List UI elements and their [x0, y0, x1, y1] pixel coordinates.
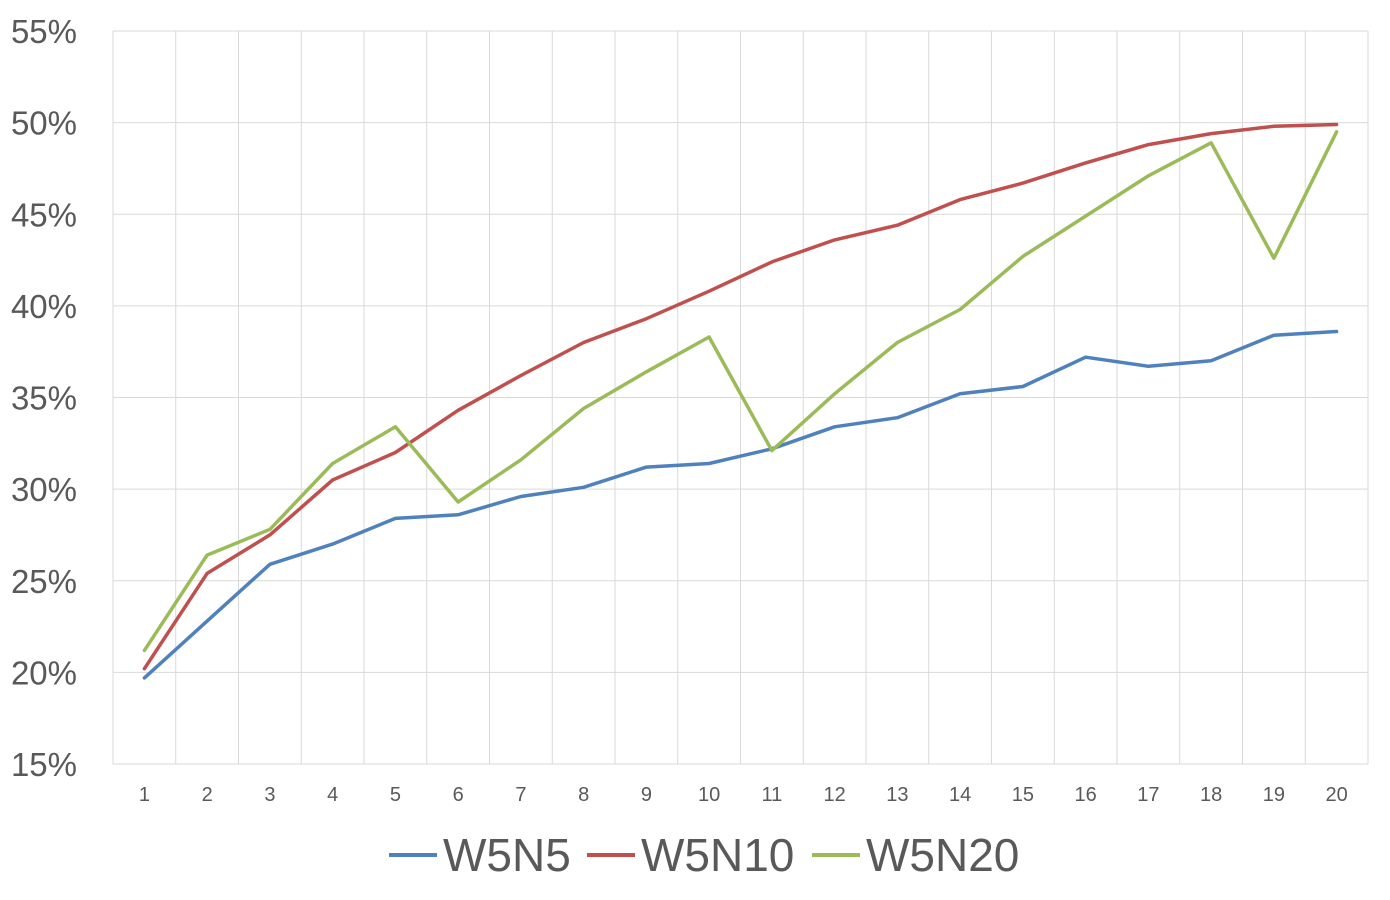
- x-tick-label: 9: [641, 784, 652, 806]
- series-line-w5n5: [142, 329, 1339, 680]
- legend-item-w5n5: W5N5: [389, 829, 571, 881]
- y-tick-label: 55%: [11, 13, 77, 50]
- x-tick-label: 7: [515, 784, 526, 806]
- x-tick-label: 1: [139, 784, 150, 806]
- x-tick-label: 11: [761, 784, 782, 806]
- series-line-w5n10: [142, 122, 1339, 671]
- legend-label: W5N20: [866, 829, 1019, 881]
- x-tick-label: 17: [1137, 784, 1159, 806]
- x-tick-label: 13: [886, 784, 908, 806]
- y-tick-label: 15%: [11, 746, 77, 783]
- x-tick-label: 19: [1263, 784, 1285, 806]
- x-tick-label: 10: [698, 784, 720, 806]
- x-tick-label: 15: [1012, 784, 1034, 806]
- series-lines: [142, 122, 1339, 680]
- y-tick-label: 30%: [11, 471, 77, 508]
- y-tick-label: 50%: [11, 105, 77, 142]
- x-tick-label: 20: [1326, 784, 1348, 806]
- y-tick-label: 45%: [11, 196, 77, 233]
- y-tick-label: 20%: [11, 654, 77, 691]
- x-tick-label: 8: [578, 784, 589, 806]
- x-tick-label: 12: [824, 784, 846, 806]
- x-axis: 1 2 3 4 5 6 7 8 9 10 11 12 13 14 15 16 17 18 19 20: [139, 784, 1348, 806]
- x-tick-label: 3: [264, 784, 275, 806]
- legend-item-w5n10: W5N10: [587, 829, 794, 881]
- y-axis: 15% 20% 25% 30% 35% 40% 45% 50% 55%: [11, 13, 77, 783]
- y-tick-label: 40%: [11, 288, 77, 325]
- x-tick-label: 6: [453, 784, 464, 806]
- series-line-w5n20: [142, 130, 1339, 653]
- x-tick-label: 16: [1075, 784, 1097, 806]
- x-tick-label: 18: [1200, 784, 1222, 806]
- legend-label: W5N5: [443, 829, 571, 881]
- x-tick-label: 2: [202, 784, 213, 806]
- legend-label: W5N10: [641, 829, 794, 881]
- gridlines: [112, 30, 1369, 765]
- y-tick-label: 35%: [11, 380, 77, 417]
- x-tick-label: 4: [327, 784, 338, 806]
- legend: W5N5 W5N10 W5N20: [389, 829, 1019, 881]
- x-tick-label: 5: [390, 784, 401, 806]
- x-tick-label: 14: [949, 784, 971, 806]
- y-tick-label: 25%: [11, 563, 77, 600]
- legend-item-w5n20: W5N20: [812, 829, 1019, 881]
